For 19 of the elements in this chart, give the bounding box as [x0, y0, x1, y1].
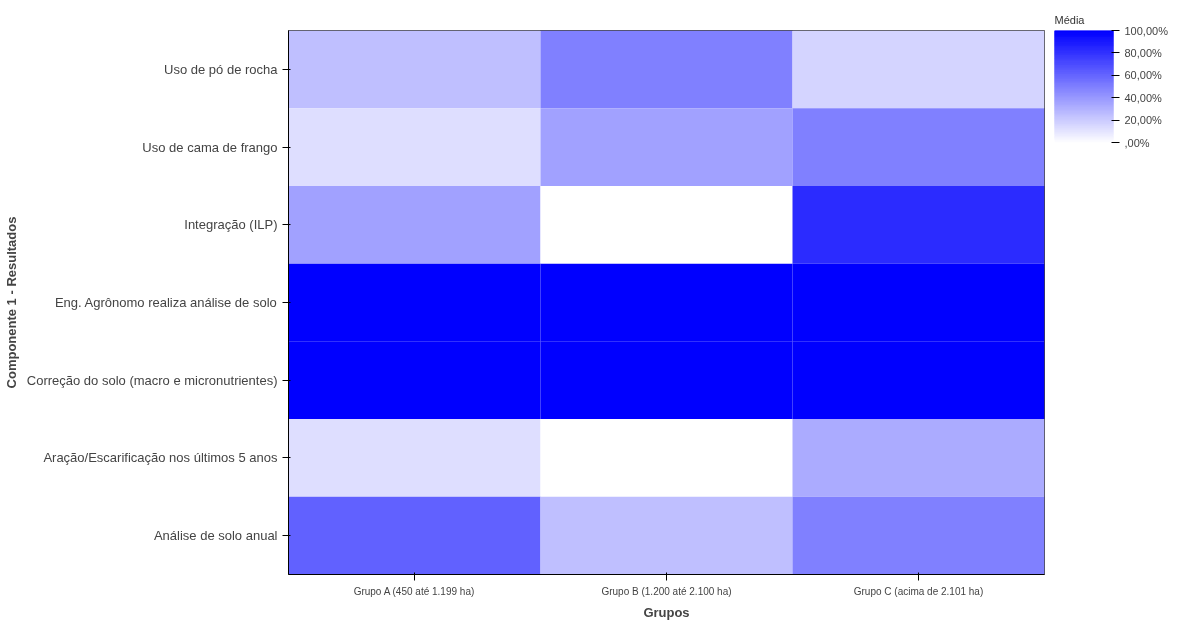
color-bar-label: 80,00% [1124, 46, 1163, 59]
x-tick-label: Grupo C (acima de 2.101 ha) [853, 585, 984, 597]
y-tick-label: Integração (ILP) [184, 217, 278, 233]
color-bar-label: ,00% [1124, 136, 1150, 149]
y-tick-label: Correção do solo (macro e micronutrientes) [26, 372, 278, 388]
y-tick-label: Análise de solo anual [153, 528, 278, 544]
y-axis-title: Componente 1 - Resultados [3, 216, 19, 389]
x-tick-label: Grupo A (450 até 1.199 ha) [353, 585, 475, 597]
x-axis-title: Grupos [643, 604, 690, 620]
y-tick-label: Aração/Escarificação nos últimos 5 anos [43, 450, 278, 466]
y-tick-label: Uso de cama de frango [142, 139, 278, 155]
y-tick-label: Eng. Agrônomo realiza análise de solo [54, 295, 277, 310]
color-bar-label: 20,00% [1124, 114, 1163, 127]
color-bar-label: 60,00% [1124, 69, 1163, 82]
color-bar-label: 100,00% [1124, 24, 1169, 37]
legend-title: Média [1054, 13, 1086, 26]
x-tick-label: Grupo B (1.200 até 2.100 ha) [601, 585, 732, 597]
y-tick-label: Uso de pó de rocha [164, 61, 279, 77]
color-bar-label: 40,00% [1124, 91, 1163, 104]
